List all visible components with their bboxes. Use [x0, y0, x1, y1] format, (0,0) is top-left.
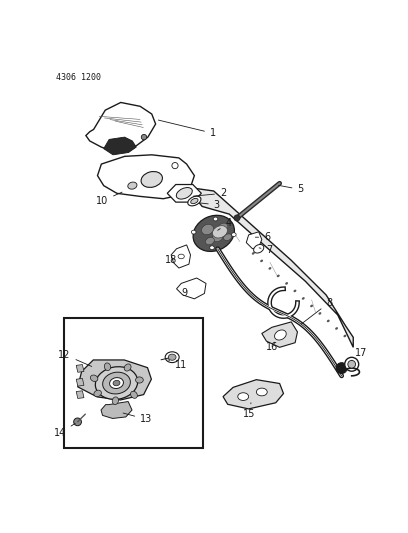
Ellipse shape [168, 354, 176, 360]
Ellipse shape [335, 327, 338, 330]
Polygon shape [104, 137, 136, 155]
Ellipse shape [141, 172, 162, 188]
Ellipse shape [135, 377, 143, 383]
Text: 1: 1 [158, 120, 216, 138]
Polygon shape [262, 322, 297, 348]
Ellipse shape [327, 320, 330, 322]
Text: 4: 4 [217, 219, 231, 230]
Text: 18: 18 [165, 255, 177, 265]
Text: 10: 10 [96, 192, 122, 206]
Ellipse shape [238, 393, 248, 400]
Text: 12: 12 [58, 350, 92, 366]
Ellipse shape [104, 363, 111, 370]
Ellipse shape [231, 233, 236, 237]
Text: 4306 1200: 4306 1200 [55, 73, 101, 82]
Ellipse shape [210, 246, 214, 249]
Text: 7: 7 [259, 245, 273, 255]
Polygon shape [86, 102, 155, 152]
Ellipse shape [234, 215, 240, 221]
Ellipse shape [310, 305, 313, 307]
Ellipse shape [336, 363, 347, 374]
Text: 5: 5 [279, 184, 304, 195]
Text: 15: 15 [243, 403, 255, 419]
Polygon shape [76, 365, 84, 372]
Polygon shape [76, 391, 84, 399]
Ellipse shape [188, 196, 201, 206]
Ellipse shape [191, 230, 196, 234]
Ellipse shape [285, 282, 288, 285]
Ellipse shape [202, 224, 213, 235]
Ellipse shape [74, 418, 82, 426]
Text: 9: 9 [181, 288, 187, 297]
Text: 16: 16 [266, 342, 279, 352]
Ellipse shape [268, 267, 271, 270]
Ellipse shape [110, 377, 124, 389]
Ellipse shape [348, 360, 356, 368]
Ellipse shape [103, 372, 131, 394]
Ellipse shape [218, 223, 228, 231]
Ellipse shape [256, 388, 267, 396]
Ellipse shape [94, 390, 101, 397]
Ellipse shape [252, 252, 255, 255]
Ellipse shape [293, 289, 296, 292]
Ellipse shape [95, 367, 137, 399]
Ellipse shape [113, 381, 120, 386]
Ellipse shape [319, 312, 322, 314]
Text: 13: 13 [123, 413, 153, 424]
Polygon shape [167, 184, 202, 202]
Ellipse shape [165, 352, 179, 362]
Ellipse shape [344, 335, 346, 337]
Polygon shape [177, 278, 206, 299]
Ellipse shape [141, 134, 147, 140]
Ellipse shape [112, 397, 118, 405]
Text: 11: 11 [168, 360, 187, 370]
Ellipse shape [302, 297, 305, 300]
Ellipse shape [193, 215, 235, 252]
Ellipse shape [213, 225, 227, 238]
Ellipse shape [124, 364, 131, 371]
Polygon shape [171, 245, 191, 268]
Ellipse shape [131, 391, 137, 398]
Polygon shape [223, 379, 284, 409]
Polygon shape [78, 360, 151, 400]
Bar [64, 318, 203, 448]
Ellipse shape [91, 375, 98, 382]
Ellipse shape [213, 217, 218, 221]
Polygon shape [246, 232, 262, 249]
Ellipse shape [178, 254, 184, 259]
Ellipse shape [254, 245, 264, 253]
Ellipse shape [213, 233, 223, 241]
Ellipse shape [176, 188, 192, 199]
Text: 17: 17 [352, 348, 367, 360]
Polygon shape [98, 155, 194, 199]
Polygon shape [186, 187, 353, 348]
Ellipse shape [275, 330, 286, 340]
Text: 8: 8 [301, 297, 332, 324]
Text: 2: 2 [193, 188, 226, 198]
Ellipse shape [172, 163, 178, 168]
Ellipse shape [191, 198, 198, 204]
Ellipse shape [128, 182, 137, 189]
Polygon shape [101, 401, 132, 418]
Text: 14: 14 [54, 423, 75, 438]
Text: 6: 6 [255, 232, 270, 242]
Ellipse shape [205, 237, 214, 245]
Polygon shape [76, 378, 84, 386]
Ellipse shape [224, 234, 232, 240]
Text: 3: 3 [200, 200, 220, 210]
Ellipse shape [345, 357, 359, 371]
Ellipse shape [260, 260, 263, 262]
Ellipse shape [277, 274, 280, 277]
